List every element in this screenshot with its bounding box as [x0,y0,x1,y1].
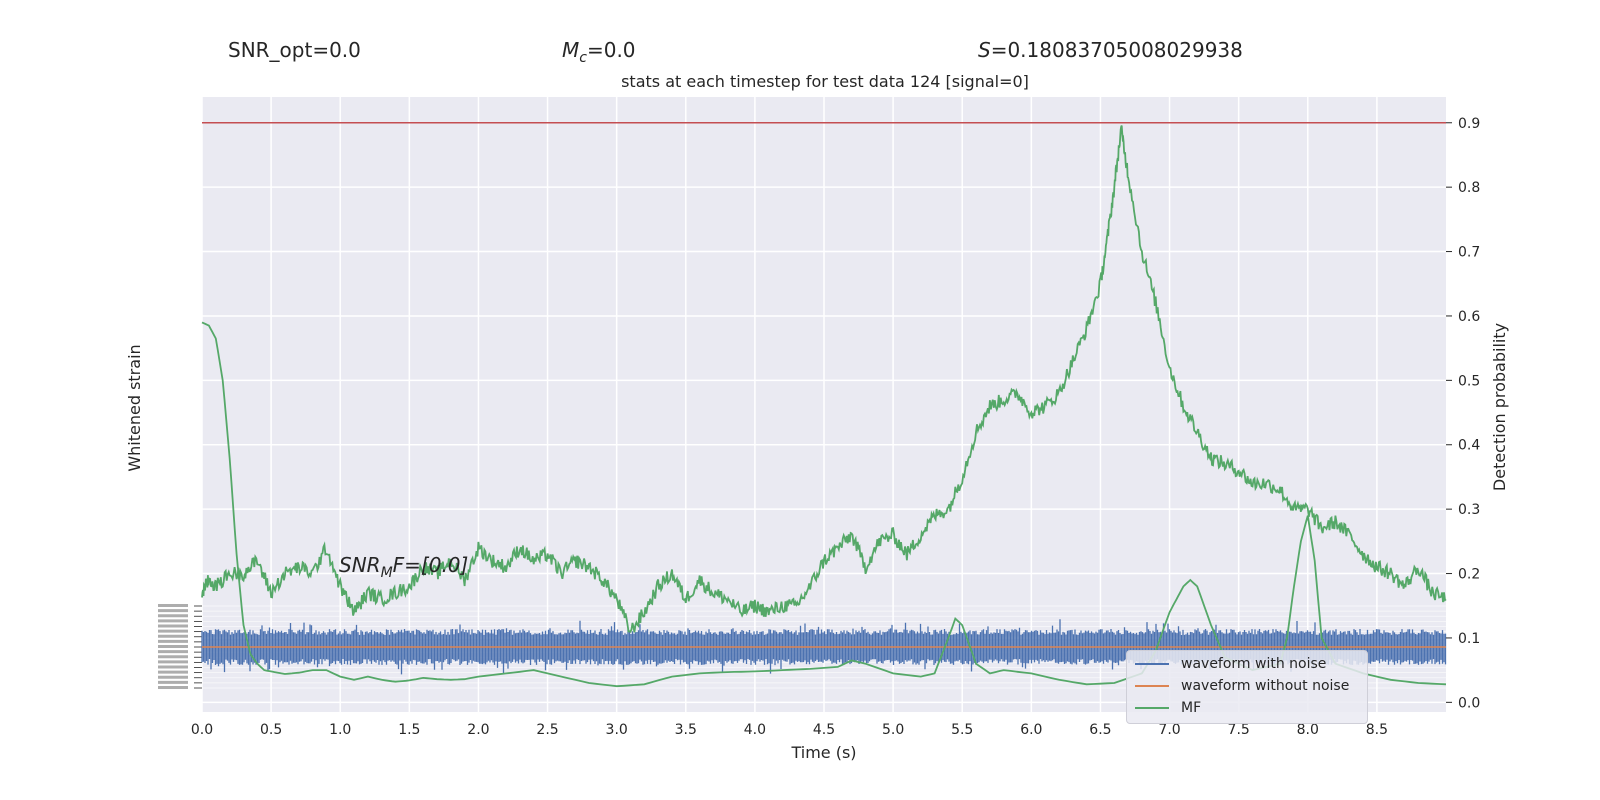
strain-tick-label [158,680,188,684]
legend-item-clean: waveform without noise [1135,675,1349,697]
strain-tick-label [158,634,188,638]
legend-swatch-mf [1135,707,1169,709]
strain-tick-label [158,660,188,664]
x-tick-label: 7.0 [1158,722,1180,738]
y-tick-label: 0.4 [1458,438,1480,454]
y-axis-right-ticks: 0.0 0.1 0.2 0.3 0.4 0.5 0.6 0.7 0.8 0.9 [1446,116,1480,711]
legend: waveform with noise waveform without noi… [1126,650,1368,724]
y-tick-label: 0.9 [1458,116,1480,132]
chart-title: stats at each timestep for test data 124… [621,72,1029,91]
legend-label-noise: waveform with noise [1181,656,1327,672]
x-axis-ticks: 0.0 0.5 1.0 1.5 2.0 2.5 3.0 3.5 4.0 4.5 5.0 5.5 6.0 6… [191,722,1388,738]
s-symbol: S [978,38,991,62]
s-value: =0.18083705008029938 [990,38,1243,62]
legend-item-noise: waveform with noise [1135,653,1326,675]
mc-subscript: c [579,50,587,66]
series-detection-probability [201,125,1447,633]
strain-tick-label [158,645,188,648]
x-tick-label: 3.0 [606,722,628,738]
strain-tick-label [158,670,188,674]
strain-tick-label [158,614,188,618]
strain-tick-label [158,619,188,623]
x-tick-label: 5.5 [951,722,973,738]
y-tick-label: 0.6 [1458,309,1480,325]
snrmf-rest: F=[0.0] [392,553,469,577]
y-tick-label: 0.2 [1458,567,1480,583]
strain-tick-label [158,675,188,679]
strain-tick-label [158,686,188,689]
strain-tick-label [158,650,188,654]
strain-tick-label [158,665,188,669]
legend-label-clean: waveform without noise [1181,678,1350,694]
legend-swatch-noise [1135,663,1169,665]
x-tick-label: 1.5 [398,722,420,738]
strain-tick-label [158,629,188,633]
y-tick-label: 0.8 [1458,180,1480,196]
x-tick-label: 8.0 [1297,722,1319,738]
strain-tick-label [158,655,188,659]
x-tick-label: 8.5 [1366,722,1388,738]
y-axis-right-label: Detection probability [1490,323,1509,491]
x-tick-label: 2.0 [467,722,489,738]
x-tick-label: 0.5 [260,722,282,738]
y-tick-label: 0.1 [1458,631,1480,647]
x-tick-label: 1.0 [329,722,351,738]
x-tick-label: 5.0 [882,722,904,738]
legend-swatch-clean [1135,685,1169,687]
legend-item-mf: MF [1135,697,1201,719]
strain-axis-ticks [158,604,202,689]
legend-label-mf: MF [1181,700,1202,716]
snrmf-symbol: SNR [339,553,381,577]
y-tick-label: 0.7 [1458,245,1480,261]
s-stat: S=0.18083705008029938 [978,38,1243,62]
x-tick-label: 6.5 [1089,722,1111,738]
y-tick-label: 0.3 [1458,502,1480,518]
y-tick-label: 0.0 [1458,695,1480,711]
y-axis-left-label: Whitened strain [125,344,144,471]
snr-opt-stat: SNR_opt=0.0 [228,38,361,62]
x-tick-label: 4.0 [744,722,766,738]
snrmf-subscript: M [380,565,393,581]
x-tick-label: 4.5 [813,722,835,738]
x-tick-label: 3.5 [675,722,697,738]
x-axis-label: Time (s) [790,743,856,762]
strain-tick-label [158,604,188,607]
strain-tick-label [158,639,188,643]
mc-symbol: M [562,38,580,62]
chirp-mass-stat: Mc=0.0 [562,38,636,66]
y-tick-label: 0.5 [1458,373,1480,389]
x-tick-label: 6.0 [1020,722,1042,738]
x-tick-label: 0.0 [191,722,213,738]
mc-value: =0.0 [586,38,636,62]
x-tick-label: 2.5 [536,722,558,738]
strain-tick-label [158,624,188,628]
snr-mf-annotation: SNRMF=[0.0] [339,553,468,581]
strain-tick-label [158,609,188,613]
x-tick-label: 7.5 [1228,722,1250,738]
